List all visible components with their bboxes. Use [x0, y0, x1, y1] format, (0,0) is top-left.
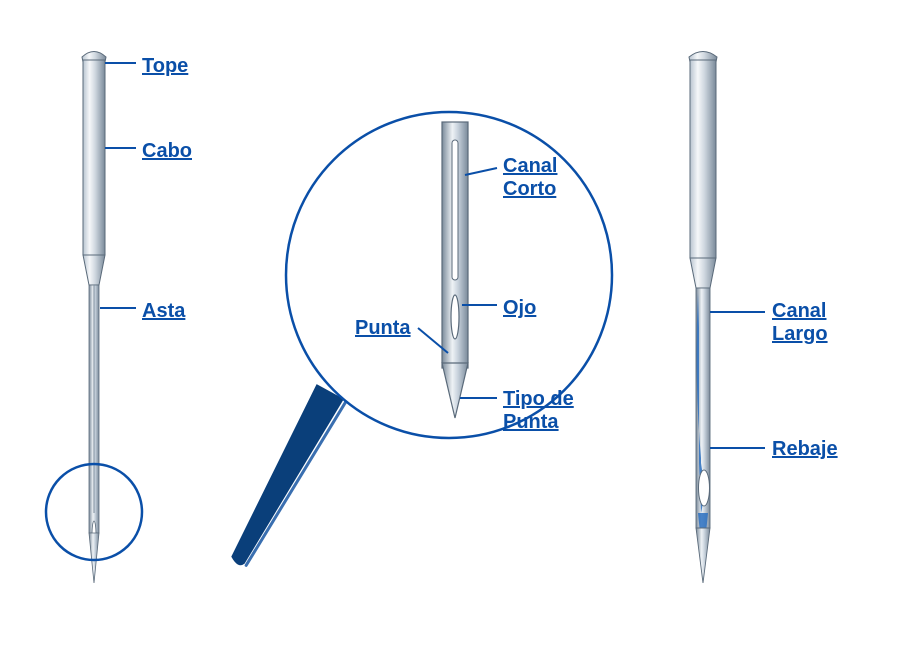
label-canal-largo: Canal Largo [772, 300, 828, 346]
label-cabo: Cabo [142, 140, 192, 163]
label-punta: Punta [355, 317, 411, 340]
label-tipo-de-punta: Tipo de Punta [503, 388, 574, 434]
label-asta: Asta [142, 300, 185, 323]
label-ojo: Ojo [503, 297, 536, 320]
label-rebaje: Rebaje [772, 438, 838, 461]
label-canal-corto: Canal Corto [503, 155, 557, 201]
label-tope: Tope [142, 55, 188, 78]
